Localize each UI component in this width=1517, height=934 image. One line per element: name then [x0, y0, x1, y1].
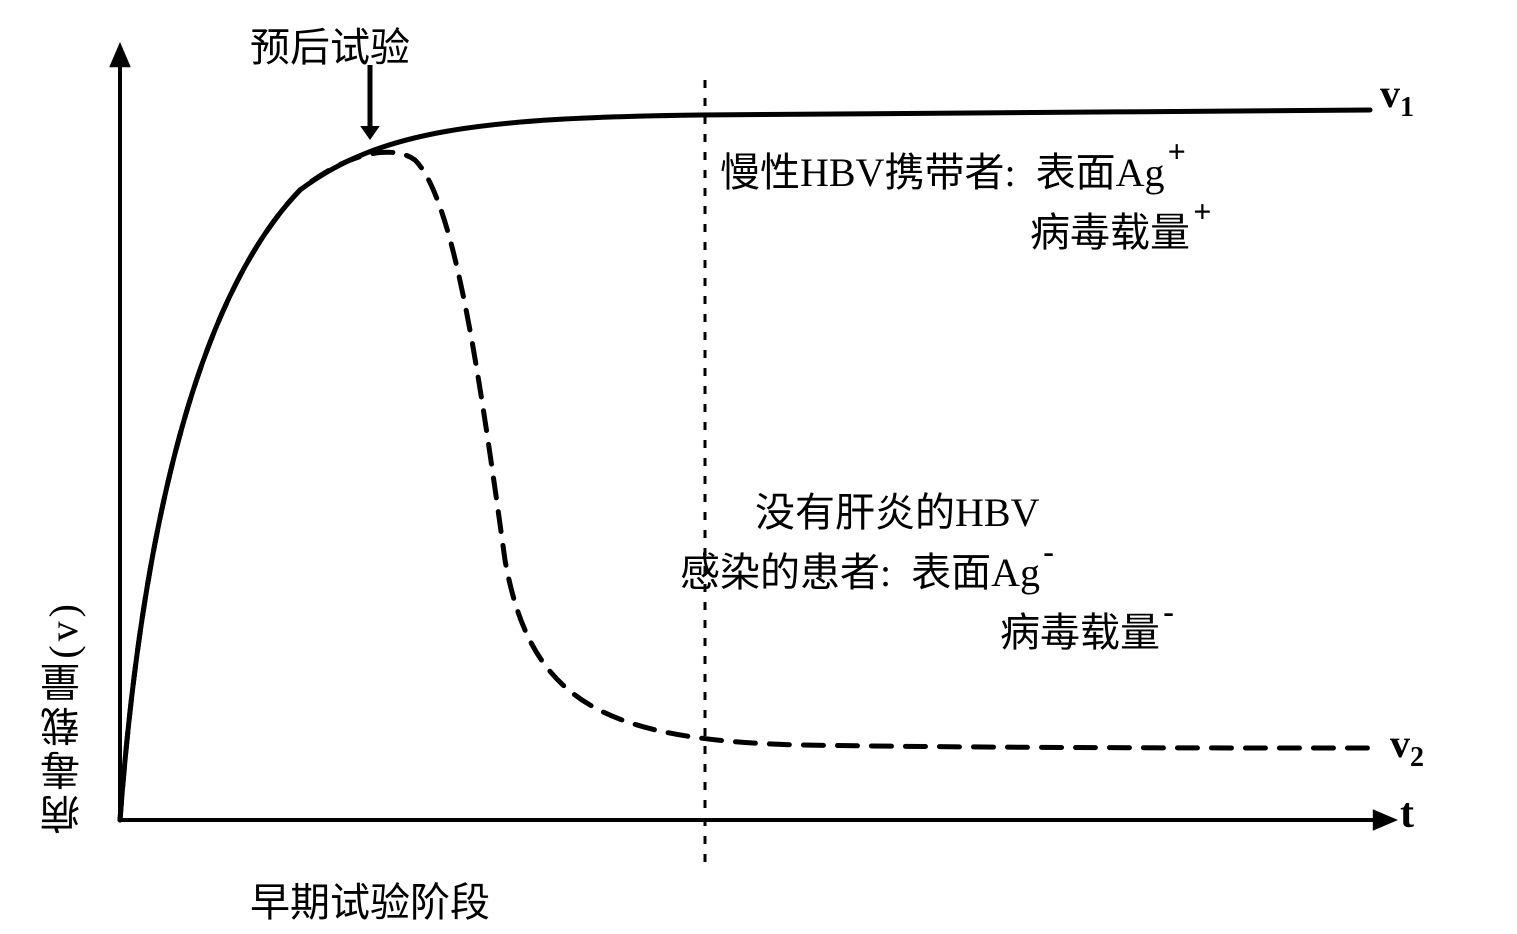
figure-container: 预后试验 病毒载量(v) 早期试验阶段 v1 v2 t 慢性HBV携带者: 表面… — [0, 0, 1517, 934]
label-nohep-line2: 感染的患者: 表面Ag- — [680, 540, 1051, 598]
label-chronic-line1: 慢性HBV携带者: 表面Ag+ — [720, 140, 1183, 198]
curve-v2-tag: v2 — [1390, 720, 1424, 774]
x-phase-label: 早期试验阶段 — [250, 870, 490, 928]
label-prognostic-test: 预后试验 — [250, 15, 410, 73]
y-axis-label: 病毒载量(v) — [35, 600, 93, 835]
label-nohep-line1: 没有肝炎的HBV — [755, 480, 1039, 538]
label-nohep-line3: 病毒载量- — [1000, 600, 1171, 658]
t-axis-tag: t — [1400, 790, 1414, 838]
label-chronic-line2: 病毒载量+ — [1030, 200, 1208, 258]
curve-v1-tag: v1 — [1380, 70, 1414, 124]
